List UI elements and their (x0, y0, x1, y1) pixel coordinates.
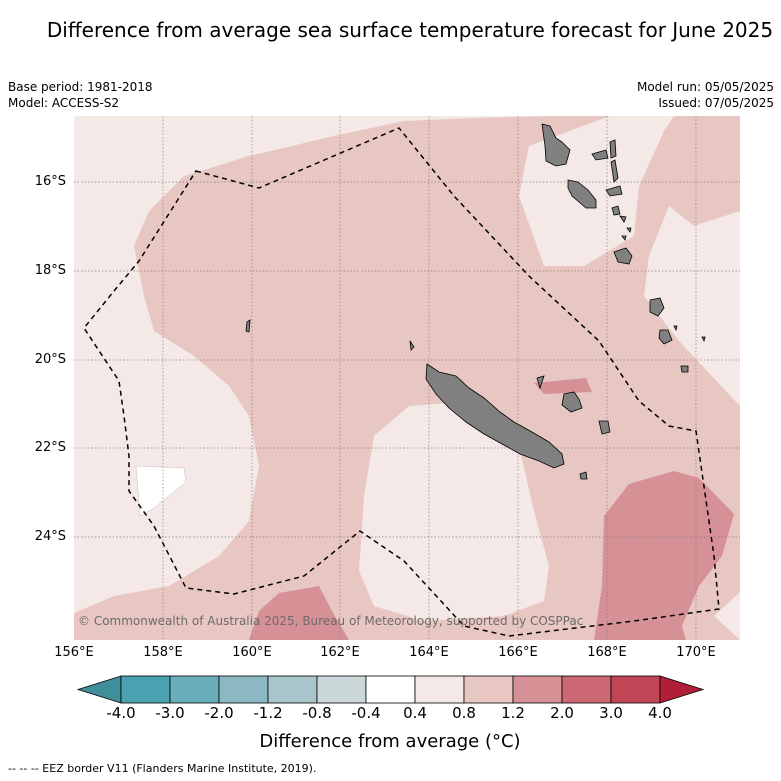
base-period: Base period: 1981-2018 (8, 80, 153, 94)
colorbar-label: 3.0 (599, 704, 623, 722)
colorbar-label: 1.2 (501, 704, 525, 722)
lon-tick-166e: 166°E (498, 645, 538, 660)
land-efate (613, 247, 633, 265)
lon-tick-164e: 164°E (409, 645, 449, 660)
lon-tick-162e: 162°E (320, 645, 360, 660)
anomaly-region-center (359, 401, 549, 621)
colorbar-label: -2.0 (204, 704, 234, 722)
issued-date: Issued: 07/05/2025 (658, 96, 774, 110)
anomaly-region-warm-se (594, 471, 734, 640)
land-aneityum (680, 365, 689, 373)
lon-tick-156e: 156°E (54, 645, 94, 660)
lat-tick-18s: 18°S (34, 263, 66, 278)
anomaly-region-main (74, 116, 740, 640)
colorbar-cell (414, 675, 465, 704)
land-small-3 (701, 336, 706, 343)
land-shepherd (619, 215, 627, 223)
land-islet-1 (409, 340, 415, 351)
land-malekula (567, 179, 597, 209)
eez-border (83, 127, 720, 637)
land-malo (591, 149, 609, 161)
land-small-1 (626, 227, 632, 233)
anomaly-region-warm-small (534, 378, 592, 394)
colorbar-cell (169, 675, 220, 704)
colorbar-label: 0.8 (452, 704, 476, 722)
anomaly-region-warm-sw (249, 586, 349, 640)
colorbar-arrow-high (659, 675, 705, 704)
colorbar-label: 0.4 (403, 704, 427, 722)
anomaly-region-neutral (135, 465, 187, 517)
model-name: Model: ACCESS-S2 (8, 96, 120, 110)
colorbar-title: Difference from average (°C) (259, 731, 521, 752)
lon-tick-158e: 158°E (143, 645, 183, 660)
colorbar-label: 2.0 (550, 704, 574, 722)
colorbar-cells (76, 675, 705, 704)
model-run: Model run: 05/05/2025 (636, 80, 774, 94)
colorbar-label: -1.2 (253, 704, 283, 722)
land-erromango (649, 297, 665, 317)
lon-tick-170e: 170°E (676, 645, 716, 660)
colorbar-cell (365, 675, 416, 704)
lat-tick-24s: 24°S (34, 529, 66, 544)
map-title: Difference from average sea surface temp… (46, 18, 774, 42)
colorbar-cell (610, 675, 661, 704)
lat-tick-22s: 22°S (34, 440, 66, 455)
land-espiritu-santo (541, 123, 571, 167)
colorbar-cell (267, 675, 318, 704)
lat-tick-20s: 20°S (34, 352, 66, 367)
colorbar-cell (561, 675, 612, 704)
land-ouvea (536, 375, 545, 390)
land-lifou (561, 391, 583, 413)
meta-left: Base period: 1981-2018 Model: ACCESS-S2 (8, 79, 153, 111)
colorbar-cell (316, 675, 367, 704)
land-tanna (658, 329, 673, 345)
colorbar-label: -3.0 (155, 704, 185, 722)
colorbar-label: -0.4 (351, 704, 381, 722)
lat-tick-16s: 16°S (34, 174, 66, 189)
colorbar-cell (218, 675, 269, 704)
land-new-caledonia (425, 363, 565, 469)
map-area (74, 116, 740, 640)
lon-tick-168e: 168°E (587, 645, 627, 660)
colorbar-cell (120, 675, 171, 704)
colorbar-label: -0.8 (302, 704, 332, 722)
map-svg (74, 116, 740, 640)
land-aniwa (673, 325, 678, 332)
land-mare (598, 420, 611, 435)
land-chesterfield (245, 319, 251, 333)
graticule (74, 116, 740, 640)
land-maewo (609, 139, 617, 159)
colorbar-label: -4.0 (106, 704, 136, 722)
colorbar-label: 4.0 (648, 704, 672, 722)
colorbar-cell (512, 675, 563, 704)
lon-tick-160e: 160°E (232, 645, 272, 660)
land-ambrym (605, 185, 623, 197)
copyright-credit: © Commonwealth of Australia 2025, Bureau… (78, 614, 584, 628)
land-epi (611, 205, 621, 216)
colorbar-cell (463, 675, 514, 704)
eez-legend: -- -- -- EEZ border V11 (Flanders Marine… (8, 762, 317, 775)
colorbar-arrow-low (76, 675, 122, 704)
land-ile-des-pins (579, 471, 588, 480)
land-small-2 (621, 235, 627, 241)
land-pentecost (610, 159, 619, 183)
meta-right: Model run: 05/05/2025 Issued: 07/05/2025 (637, 79, 774, 111)
